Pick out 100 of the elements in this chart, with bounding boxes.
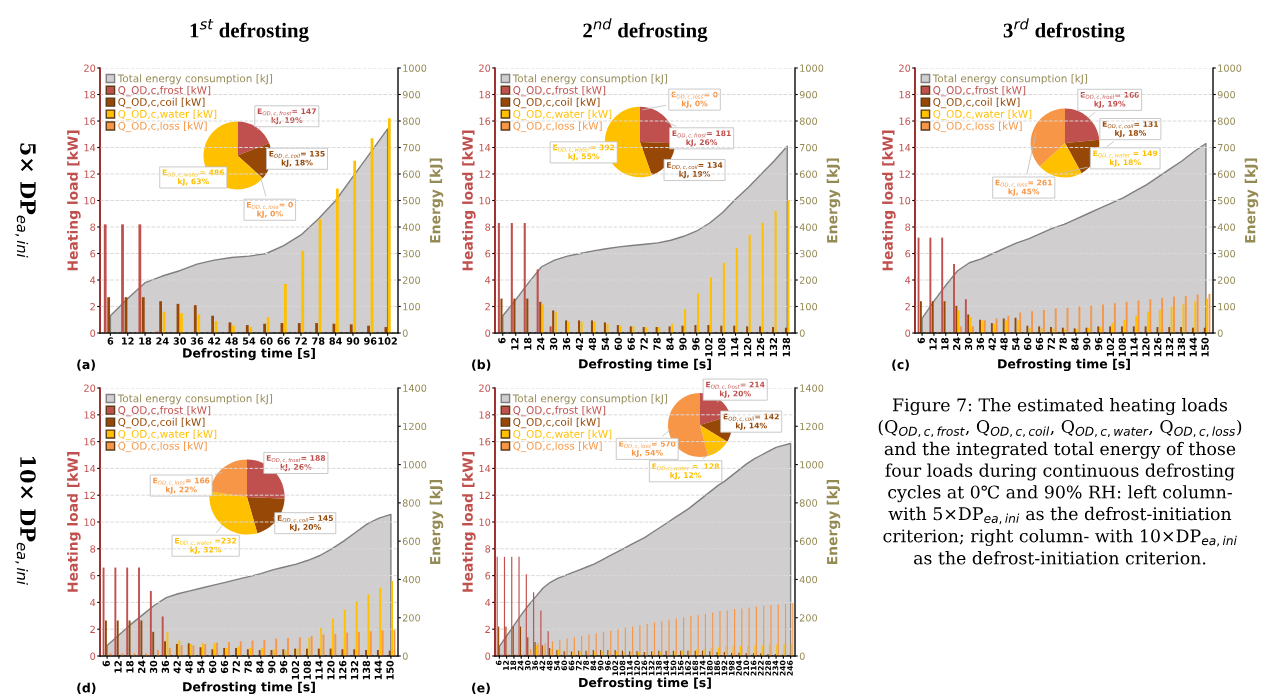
y2-tick-label: 600 [799, 537, 818, 545]
x-tick-label: 48 [225, 337, 238, 345]
x-tick-label: 6 [917, 337, 925, 344]
x-tick-label: 48 [1000, 337, 1008, 351]
y2-tick-label: 200 [402, 276, 421, 284]
x-tick-label: 6 [498, 337, 506, 344]
y-tick-label: 4 [90, 276, 96, 284]
y-tick-label: 20 [84, 64, 96, 72]
x-tick-label: 42 [988, 338, 996, 351]
text: (b) [472, 359, 491, 371]
y-tick-label: 6 [485, 249, 491, 258]
y2-tick-label: 0 [402, 652, 408, 660]
y-tick-label: 10 [84, 518, 96, 526]
legend-label: Q_OD,c,coil [kW] [118, 417, 205, 429]
y2-tick-label: 500 [799, 196, 818, 205]
x-tick-label: 96 [692, 337, 700, 351]
y-tick-label: 0 [90, 329, 96, 337]
x-tick-label: 138 [1177, 337, 1186, 357]
y-tick-label: 8 [905, 223, 911, 231]
x-axis-title: Defrosting time [s] [579, 677, 711, 690]
x-tick-label: 66 [220, 660, 229, 674]
legend-label: Q_OD,c,coil [kW] [933, 97, 1020, 109]
y-tick-label: 0 [905, 329, 911, 337]
y-tick-label: 10 [84, 196, 96, 205]
y2-axis-title: Energy [kJ] [429, 158, 444, 243]
y-tick-label: 18 [899, 90, 911, 99]
text: (e) [472, 682, 490, 694]
y-tick-label: 12 [84, 491, 95, 499]
y2-tick-label: 0 [402, 329, 408, 337]
y2-tick-label: 100 [1218, 302, 1236, 311]
y-tick-label: 16 [84, 117, 96, 125]
x-tick-label: 96 [364, 337, 377, 345]
y2-tick-label: 1200 [800, 422, 824, 431]
x-tick-label: 42 [208, 337, 221, 345]
y-tick-label: 14 [84, 465, 96, 473]
y2-tick-label: 600 [799, 170, 818, 178]
x-tick-label: 18 [139, 337, 152, 345]
x-tick-label: 60 [1023, 337, 1032, 351]
x-tick-label: 36 [190, 337, 204, 345]
y-tick-label: 20 [479, 64, 491, 72]
y-tick-label: 6 [90, 249, 96, 258]
x-tick-label: 60 [208, 660, 217, 674]
legend-label: Q_OD,c,water [kW] [513, 429, 612, 441]
x-tick-label: 102 [705, 338, 713, 357]
y-tick-label: 16 [479, 117, 491, 125]
x-tick-label: 90 [268, 660, 276, 674]
y2-tick-label: 900 [799, 90, 818, 99]
x-tick-label: 84 [256, 660, 264, 674]
legend-label: Total energy consumption [kJ] [117, 394, 273, 405]
x-tick-label: 42 [173, 661, 181, 674]
x-tick-label: 102 [291, 661, 300, 680]
legend-label: Total energy consumption [kJ] [932, 74, 1088, 85]
x-tick-label: 90 [679, 337, 687, 351]
legend-label: Total energy consumption [kJ] [512, 74, 668, 85]
x-tick-label: 132 [350, 661, 359, 680]
y-axis-title: Heating load [kW] [462, 452, 476, 592]
y-tick-label: 4 [90, 599, 96, 607]
x-tick-label: 114 [315, 660, 323, 680]
y-tick-label: 10 [479, 518, 491, 526]
chart-title: 1$^{st}$ defrosting [190, 19, 309, 42]
y-tick-label: 14 [479, 144, 491, 152]
x-tick-label: 150 [386, 660, 394, 680]
y-tick-label: 14 [479, 465, 491, 473]
x-tick-label: 120 [327, 660, 335, 680]
y2-tick-label: 800 [799, 499, 818, 507]
y-tick-label: 12 [479, 491, 490, 499]
legend-label: Q_OD,c,frost [kW] [513, 405, 606, 417]
x-tick-label: 66 [627, 337, 635, 351]
legend-label: Q_OD,c,loss [kW] [933, 121, 1022, 133]
legend-label: Q_OD,c,loss [kW] [118, 441, 207, 453]
y2-tick-label: 0 [1217, 329, 1223, 337]
y2-tick-label: 0 [799, 652, 805, 660]
legend-label: Q_OD,c,frost [kW] [118, 405, 211, 417]
y-tick-label: 6 [90, 572, 96, 580]
y-tick-label: 16 [84, 438, 96, 446]
x-tick-label: 54 [197, 660, 205, 673]
legend-label: Total energy consumption [kJ] [512, 394, 668, 405]
y-tick-label: 12 [84, 170, 95, 178]
y2-tick-label: 1400 [403, 384, 427, 392]
legend-label: Q_OD,c,water [kW] [118, 109, 217, 121]
x-tick-label: 48 [185, 660, 193, 674]
x-tick-label: 6 [102, 660, 110, 667]
y2-tick-label: 100 [800, 302, 818, 311]
x-tick-label: 84 [666, 337, 674, 351]
y2-tick-label: 800 [1217, 117, 1236, 125]
x-tick-label: 108 [718, 337, 726, 357]
y-tick-label: 16 [899, 117, 911, 125]
x-tick-label: 18 [941, 337, 949, 350]
y-tick-label: 18 [479, 90, 491, 99]
text: Figure 7: The estimated heating loads (Q$_{OD,c,frost}$, Q$_{OD,c,coil}$, Q$_{OD,c,water}$, Q$_{OD,c,loss}$) and the integrated total energy of those four loads during continuous defrosting cycles at 0℃ and 90% RH: left column- with 5×DP$_{ea,ini}$ as the defrost-initiation criterion; right column- with 10×DP$_{ea,ini}$ as the defrost-initiation criterion. [878, 398, 1242, 565]
legend-label: Q_OD,c,water [kW] [933, 109, 1032, 121]
x-tick-label: 66 [277, 337, 290, 345]
y2-tick-label: 400 [799, 223, 818, 231]
y-tick-label: 14 [899, 144, 911, 152]
x-tick-label: 126 [339, 660, 347, 680]
y2-tick-label: 600 [402, 537, 421, 545]
x-tick-label: 84 [1071, 337, 1079, 351]
y2-tick-label: 1000 [1218, 64, 1242, 72]
x-tick-label: 138 [782, 337, 791, 357]
x-tick-label: 18 [126, 660, 134, 673]
